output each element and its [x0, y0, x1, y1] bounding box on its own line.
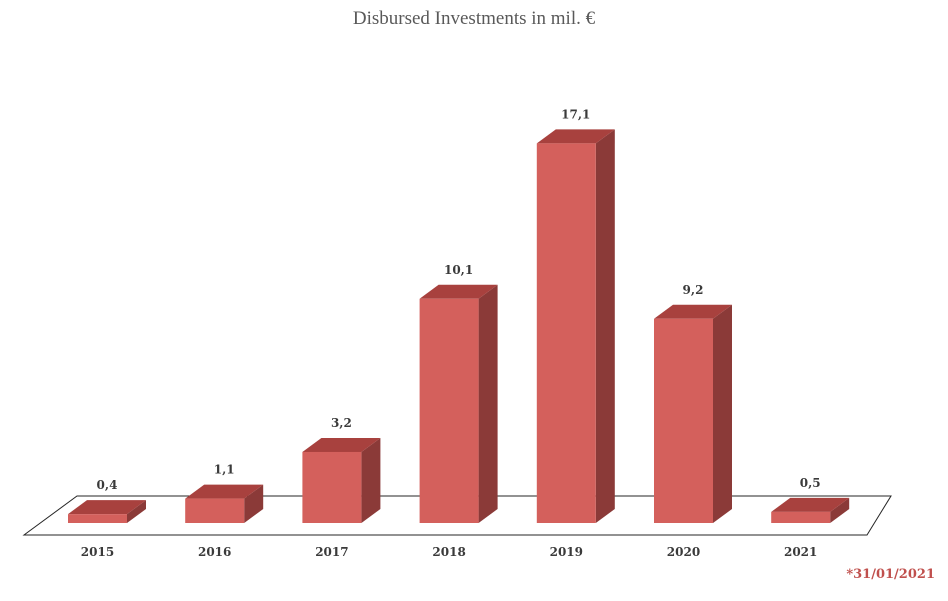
x-tick-group: 2015 2016 2017 2018 2019 2020 2021 [81, 545, 818, 559]
bar-2019 [536, 129, 615, 523]
bar-2017 [302, 437, 381, 523]
chart-title: Disbursed Investments in mil. € [353, 8, 596, 29]
chart-floor [22, 495, 892, 536]
bar-front-2018 [419, 298, 479, 523]
bar-top-2016 [185, 484, 264, 499]
data-label-group: 0,4 1,1 3,2 10,1 17,1 9,2 0,5 [97, 107, 821, 492]
bar-side-2020 [713, 304, 732, 523]
data-label-2018: 10,1 [444, 263, 473, 277]
x-tick-2016: 2016 [198, 545, 231, 559]
x-tick-2018: 2018 [432, 545, 465, 559]
bar-group [68, 129, 850, 523]
bar-front-2021 [771, 511, 831, 523]
bar-top-2020 [654, 304, 732, 319]
bar-side-2015 [127, 500, 146, 523]
bar-side-2018 [478, 284, 498, 523]
data-label-2015: 0,4 [97, 478, 118, 492]
bar-top-2019 [536, 129, 615, 144]
bar-front-2015 [68, 514, 127, 523]
x-tick-2015: 2015 [81, 545, 114, 559]
data-label-2020: 9,2 [683, 283, 704, 297]
data-label-2016: 1,1 [214, 463, 235, 477]
bar-side-2019 [595, 129, 615, 523]
x-tick-2020: 2020 [667, 545, 700, 559]
bar-2018 [419, 284, 498, 523]
bar-top-2021 [771, 497, 850, 512]
bar-side-2017 [361, 437, 381, 523]
bar-front-2020 [654, 318, 713, 523]
data-label-2017: 3,2 [331, 416, 352, 430]
bar-front-2019 [536, 143, 596, 523]
bar-side-2021 [830, 497, 850, 523]
bar-top-2015 [68, 500, 146, 515]
bar-2016 [185, 484, 264, 523]
footnote: *31/01/2021 [846, 567, 935, 582]
data-label-2019: 17,1 [561, 107, 590, 121]
bar-front-2017 [302, 451, 362, 523]
bar-2021 [771, 497, 850, 523]
bar-2020 [654, 304, 732, 523]
x-tick-2017: 2017 [315, 545, 348, 559]
bar-front-2016 [185, 498, 245, 523]
bar-2015 [68, 500, 146, 523]
bar-top-2018 [419, 284, 498, 299]
data-label-2021: 0,5 [800, 476, 821, 490]
x-tick-2019: 2019 [550, 545, 583, 559]
bar-side-2016 [244, 484, 264, 523]
bar-top-2017 [302, 437, 381, 452]
x-tick-2021: 2021 [784, 545, 817, 559]
